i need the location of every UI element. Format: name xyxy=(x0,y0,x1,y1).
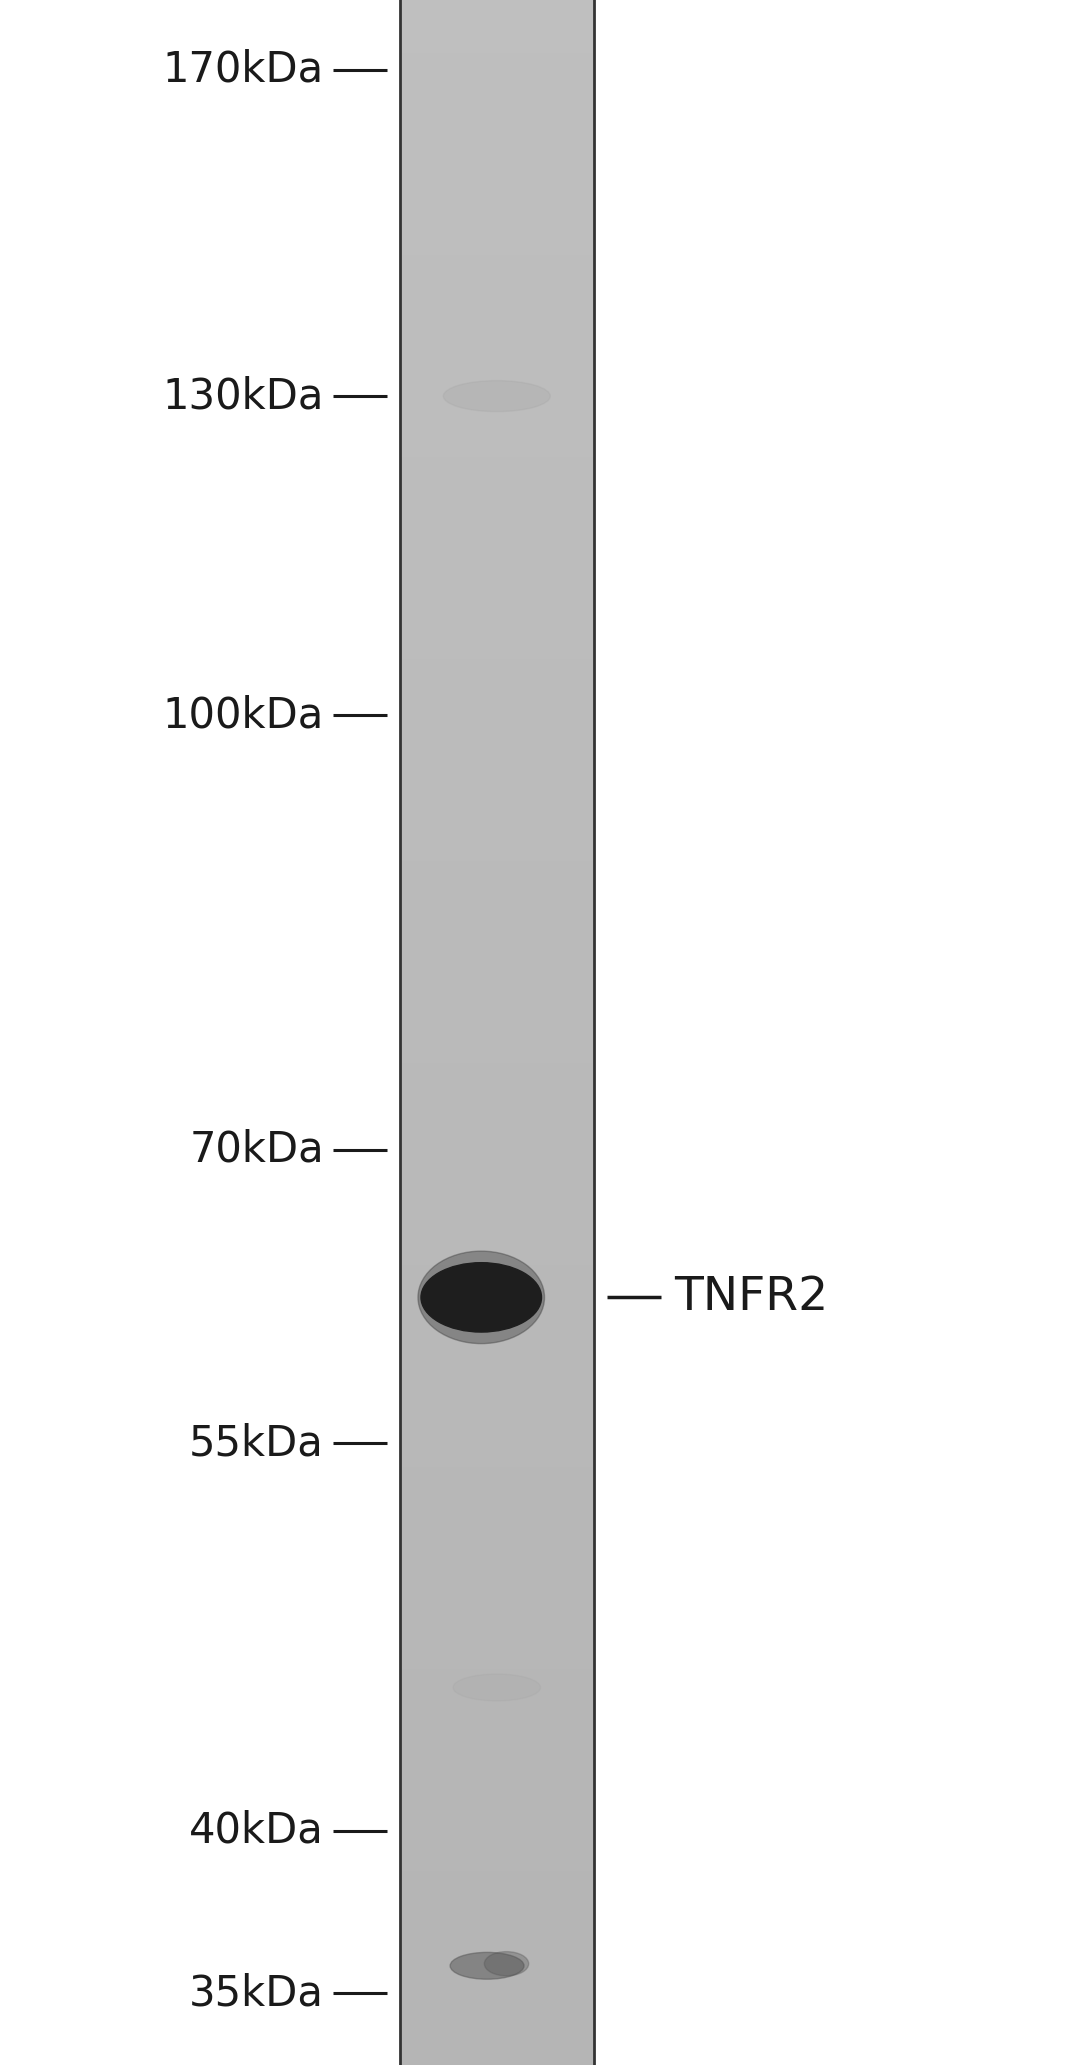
Ellipse shape xyxy=(421,1262,541,1332)
Text: 40kDa: 40kDa xyxy=(189,1809,324,1852)
Text: 170kDa: 170kDa xyxy=(163,50,324,91)
Text: 35kDa: 35kDa xyxy=(189,1972,324,2013)
Text: 70kDa: 70kDa xyxy=(189,1130,324,1171)
Ellipse shape xyxy=(418,1251,544,1344)
Ellipse shape xyxy=(484,1951,529,1976)
Text: 55kDa: 55kDa xyxy=(189,1423,324,1464)
Text: 130kDa: 130kDa xyxy=(163,376,324,417)
Text: TNFR2: TNFR2 xyxy=(674,1274,828,1320)
Text: 100kDa: 100kDa xyxy=(163,694,324,737)
Ellipse shape xyxy=(444,380,551,411)
Ellipse shape xyxy=(450,1951,524,1978)
Ellipse shape xyxy=(454,1675,540,1702)
